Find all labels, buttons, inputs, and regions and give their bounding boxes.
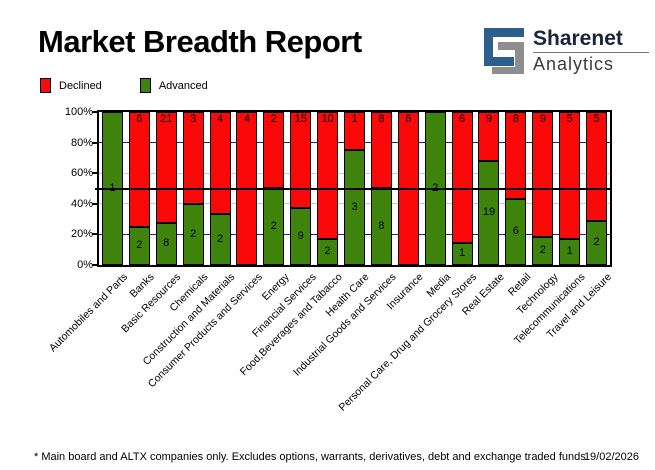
declined-count-label: 4 bbox=[216, 113, 224, 125]
y-axis-label-100: 100% bbox=[64, 106, 93, 118]
y-axis-tick-40 bbox=[92, 202, 97, 205]
y-axis-label-40: 40% bbox=[70, 197, 93, 210]
bar-segment-advanced bbox=[290, 208, 312, 265]
advanced-count-label: 2 bbox=[136, 239, 143, 251]
advanced-count-label: 2 bbox=[593, 236, 600, 248]
sharenet-logo-icon bbox=[484, 28, 524, 74]
advanced-count-label: 2 bbox=[324, 245, 331, 257]
declined-count-label: 8 bbox=[378, 113, 385, 125]
advanced-count-label: 2 bbox=[270, 219, 277, 232]
y-axis-label-60: 60% bbox=[70, 167, 93, 180]
advanced-count-label: 1 bbox=[566, 245, 573, 257]
declined-count-label: 6 bbox=[136, 113, 143, 125]
declined-count-label: 15 bbox=[294, 113, 307, 125]
advanced-count-label: 9 bbox=[297, 229, 304, 242]
advanced-count-label: 2 bbox=[432, 181, 439, 194]
advanced-count-label: 3 bbox=[351, 200, 358, 213]
legend-advanced-label: Advanced bbox=[158, 79, 208, 92]
bar-segment-advanced bbox=[451, 243, 473, 265]
bar-segment-advanced bbox=[532, 237, 554, 265]
report-date: 19/02/2026 bbox=[583, 451, 639, 463]
bar-segment-declined bbox=[559, 112, 581, 239]
advanced-count-label: 2 bbox=[539, 244, 546, 256]
bar-segment-declined bbox=[317, 112, 339, 239]
logo-text: Sharenet Analytics bbox=[533, 28, 649, 74]
logo-icon-blue-shape bbox=[484, 28, 524, 37]
bar-segment-declined bbox=[155, 112, 177, 223]
bar-segment-advanced bbox=[317, 239, 339, 265]
page-title: Market Breadth Report bbox=[38, 24, 362, 59]
logo-product-name: Analytics bbox=[533, 54, 615, 74]
bar-segment-advanced bbox=[155, 223, 177, 265]
declined-count-label: 2 bbox=[270, 113, 277, 125]
declined-count-label: 8 bbox=[512, 113, 519, 125]
logo-icon-gray-shape bbox=[515, 42, 524, 74]
advanced-count-label: 2 bbox=[190, 227, 197, 240]
bar-segment-advanced bbox=[586, 221, 608, 265]
legend-advanced-swatch bbox=[139, 78, 151, 93]
bar-segment-advanced bbox=[128, 227, 150, 265]
bar-segment-declined bbox=[586, 112, 608, 221]
declined-count-label: 5 bbox=[593, 113, 600, 125]
declined-count-label: 4 bbox=[243, 113, 250, 125]
declined-count-label: 10 bbox=[321, 113, 334, 125]
footnote: * Main board and ALTX companies only. Ex… bbox=[34, 451, 586, 463]
bar-segment-declined bbox=[505, 112, 527, 199]
logo-icon-gray-shape bbox=[498, 42, 524, 50]
y-axis-label-80: 80% bbox=[70, 136, 93, 149]
declined-count-label: 21 bbox=[160, 113, 173, 125]
bar-segment-declined bbox=[209, 112, 231, 214]
logo-divider bbox=[533, 52, 649, 53]
logo-icon-blue-shape bbox=[493, 57, 514, 66]
declined-count-label: 1 bbox=[351, 113, 358, 125]
declined-count-label: 5 bbox=[566, 113, 573, 125]
midline-50pct bbox=[95, 187, 610, 190]
advanced-count-label: 1 bbox=[459, 247, 466, 259]
advanced-count-label: 8 bbox=[163, 237, 170, 249]
legend-declined-label: Declined bbox=[59, 79, 102, 92]
bar-segment-declined bbox=[478, 112, 500, 161]
logo-icon-gray-shape bbox=[492, 67, 524, 74]
logo-brand-name: Sharenet bbox=[533, 27, 623, 50]
advanced-count-label: 1 bbox=[109, 181, 116, 194]
advanced-count-label: 8 bbox=[378, 219, 385, 232]
bar-segment-advanced bbox=[505, 199, 527, 265]
declined-count-label: 3 bbox=[190, 113, 197, 125]
y-axis-tick-0 bbox=[92, 264, 97, 266]
legend-declined-swatch bbox=[40, 78, 51, 93]
bar-segment-declined bbox=[182, 112, 204, 204]
x-axis-label: Automobiles and Parts bbox=[46, 271, 130, 355]
declined-count-label: 9 bbox=[485, 113, 493, 125]
advanced-count-label: 6 bbox=[512, 225, 519, 237]
bar-segment-advanced bbox=[559, 239, 581, 265]
y-axis-tick-100 bbox=[92, 111, 97, 113]
bar-segment-advanced bbox=[182, 204, 204, 265]
bar-segment-declined bbox=[128, 112, 150, 227]
y-axis-label-0: 0% bbox=[77, 259, 93, 271]
bar-segment-declined bbox=[451, 112, 473, 243]
declined-count-label: 6 bbox=[405, 113, 412, 125]
sharenet-logo: Sharenet Analytics bbox=[484, 28, 649, 74]
y-axis-tick-80 bbox=[92, 141, 97, 144]
logo-icon-blue-shape bbox=[484, 28, 493, 66]
declined-count-label: 9 bbox=[539, 113, 546, 125]
advanced-count-label: 19 bbox=[482, 206, 496, 218]
y-axis-tick-60 bbox=[92, 172, 97, 175]
bar-segment-advanced bbox=[209, 214, 231, 265]
bar-segment-advanced bbox=[478, 161, 500, 265]
bar-segment-declined bbox=[532, 112, 554, 237]
y-axis-tick-20 bbox=[92, 233, 97, 236]
bar-segment-declined bbox=[344, 112, 365, 150]
advanced-count-label: 2 bbox=[216, 232, 224, 245]
bar-segment-advanced bbox=[344, 150, 365, 265]
chart-legend: Declined Advanced bbox=[40, 78, 208, 93]
bar-segment-declined bbox=[290, 112, 312, 208]
declined-count-label: 6 bbox=[459, 113, 466, 125]
y-axis-label-20: 20% bbox=[70, 228, 93, 241]
